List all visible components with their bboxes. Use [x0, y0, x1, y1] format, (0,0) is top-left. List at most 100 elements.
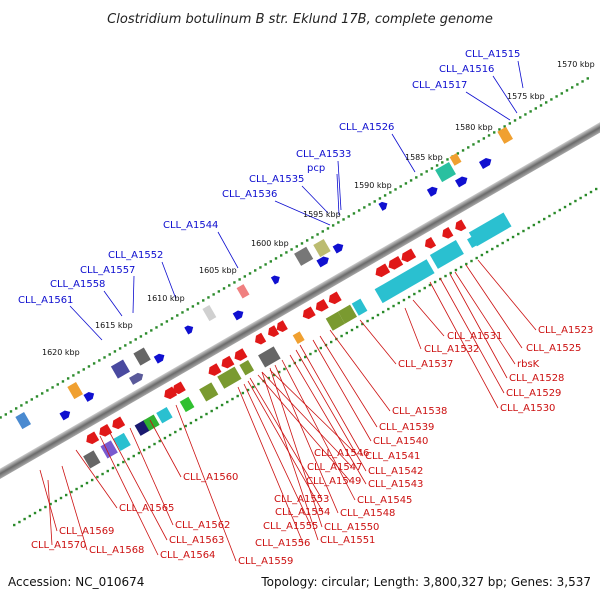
gene-label[interactable]: CLL_A1564 [160, 550, 215, 561]
gene-label[interactable]: CLL_A1539 [379, 422, 434, 433]
gene-label[interactable]: CLL_A1526 [339, 122, 394, 133]
leader-line [247, 380, 324, 513]
tick-dot [44, 505, 47, 509]
map-title: Clostridium botulinum B str. Eklund 17B,… [107, 12, 493, 27]
gene-label[interactable]: CLL_A1558 [50, 279, 105, 290]
leader-line [47, 479, 53, 546]
gene-label[interactable]: CLL_A1515 [465, 49, 520, 60]
gene-label[interactable]: CLL_A1549 [306, 476, 361, 487]
gene-label[interactable]: CLL_A1570 [31, 540, 86, 551]
tick-dot [589, 190, 593, 194]
gene-label[interactable]: CLL_A1531 [447, 331, 502, 342]
gene-label[interactable]: CLL_A1529 [506, 388, 561, 399]
gene-label[interactable]: CLL_A1551 [320, 535, 375, 546]
gene-label[interactable]: CLL_A1561 [18, 295, 73, 306]
tick-dot [101, 472, 104, 476]
leader-line [412, 299, 445, 337]
gene-label[interactable]: CLL_A1542 [368, 466, 423, 477]
gene-label[interactable]: CLL_A1548 [340, 508, 395, 519]
tick-dot [550, 98, 553, 101]
gene-label[interactable]: rbsK [517, 359, 540, 370]
gene-label[interactable]: CLL_A1535 [249, 174, 304, 185]
leader-line [404, 307, 422, 350]
gene-label[interactable]: CLL_A1544 [163, 220, 218, 231]
genome-summary-text: Topology: circular; Length: 3,800,327 bp… [260, 575, 591, 589]
gene-label[interactable]: CLL_A1545 [357, 495, 412, 506]
gene-label[interactable]: CLL_A1559 [238, 556, 293, 567]
tick-dot [66, 377, 70, 380]
gene-arrow-shape [388, 256, 404, 270]
leader-line [149, 419, 182, 478]
leader-line [257, 374, 351, 482]
tick-dot [487, 134, 491, 137]
tick-dot [278, 370, 281, 374]
gene-arrow-shape [316, 256, 329, 268]
gene-label[interactable]: CLL_A1557 [80, 265, 135, 276]
gene-label[interactable]: CLL_A1565 [119, 503, 174, 514]
tick-dot [522, 229, 525, 233]
gene-label[interactable]: CLL_A1528 [509, 373, 564, 384]
tick-dot [470, 259, 473, 263]
tick-dot [54, 499, 58, 503]
gene-label[interactable]: CLL_A1546 [314, 448, 369, 459]
gene-label[interactable]: pcp [307, 163, 325, 174]
tick-dot [482, 137, 486, 140]
gene-label[interactable]: CLL_A1532 [424, 344, 479, 355]
tick-dot [475, 256, 478, 260]
gene-block-shape [110, 359, 131, 379]
gene-label[interactable]: CLL_A1516 [439, 64, 494, 75]
gene-arrow-shape [184, 325, 194, 335]
gene-label[interactable]: CLL_A1550 [324, 522, 379, 533]
gene-label[interactable]: CLL_A1533 [296, 149, 351, 160]
gene-label[interactable]: CLL_A1536 [222, 189, 277, 200]
gene-arrow-shape [455, 219, 467, 232]
gene-label[interactable]: CLL_A1554 [275, 507, 330, 518]
gene-label[interactable]: CLL_A1540 [373, 436, 428, 447]
tick-dot [134, 338, 137, 341]
tick-dot [539, 104, 543, 107]
tick-dot [373, 200, 376, 203]
gene-label[interactable]: CLL_A1523 [538, 325, 593, 336]
gene-label[interactable]: CLL_A1547 [307, 462, 362, 473]
tick-dot [184, 424, 187, 428]
gene-arrow [375, 263, 391, 278]
gene-arrow-shape [129, 372, 144, 385]
tick-dot [272, 373, 276, 377]
tick-dot [560, 92, 563, 95]
leader-line [243, 383, 312, 527]
gene-label[interactable]: CLL_A1553 [274, 494, 329, 505]
tick-dot [381, 310, 385, 314]
tick-dot [513, 119, 517, 122]
accession-text: Accession: NC_010674 [8, 575, 144, 589]
gene-label[interactable]: CLL_A1525 [526, 343, 581, 354]
gene-label[interactable]: CLL_A1543 [368, 479, 423, 490]
tick-dot [236, 394, 239, 398]
tick-dot [98, 359, 101, 362]
gene-label[interactable]: CLL_A1560 [183, 472, 238, 483]
tick-dot [428, 283, 432, 287]
tick-dot [576, 83, 579, 86]
gene-arrow [255, 332, 267, 345]
tick-dot [319, 346, 323, 350]
gene-label[interactable]: CLL_A1563 [169, 535, 224, 546]
gene-label[interactable]: CLL_A1541 [365, 451, 420, 462]
gene-label[interactable]: CLL_A1538 [392, 406, 447, 417]
tick-dot [454, 268, 458, 272]
tick-dot [532, 223, 536, 227]
gene-arrow-shape [153, 353, 165, 364]
tick-dot [238, 278, 241, 281]
tick-dot [196, 302, 200, 305]
gene-label[interactable]: CLL_A1562 [175, 520, 230, 531]
gene-label[interactable]: CLL_A1530 [500, 403, 555, 414]
gene-block-shape [337, 304, 358, 324]
gene-label[interactable]: CLL_A1569 [59, 526, 114, 537]
gene-arrow [388, 256, 404, 270]
gene-label[interactable]: CLL_A1556 [255, 538, 310, 549]
gene-label[interactable]: CLL_A1552 [108, 250, 163, 261]
gene-label[interactable]: CLL_A1537 [398, 359, 453, 370]
gene-label[interactable]: CLL_A1555 [263, 521, 318, 532]
gene-label[interactable]: CLL_A1568 [89, 545, 144, 556]
tick-dot [40, 392, 44, 395]
gene-block [110, 359, 131, 379]
gene-label[interactable]: CLL_A1517 [412, 80, 467, 91]
